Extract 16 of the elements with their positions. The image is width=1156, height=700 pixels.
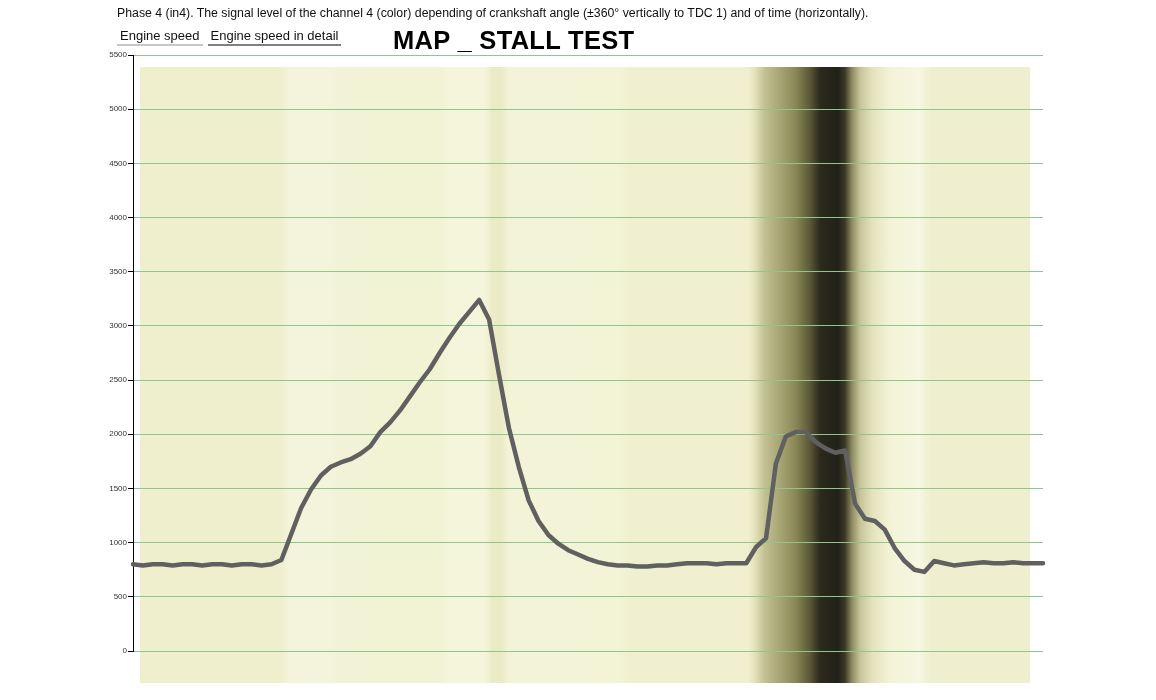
y-tick-label: 3500 bbox=[109, 266, 128, 276]
y-tick-label: 0 bbox=[122, 646, 128, 656]
text: Engine speed in detail bbox=[207, 28, 342, 46]
text: Engine speed bbox=[117, 28, 203, 46]
y-tick-label: 5000 bbox=[109, 104, 128, 114]
y-tick-label: 2000 bbox=[109, 429, 128, 439]
y-tick-label: 4000 bbox=[109, 212, 128, 222]
y-tick-label: 1000 bbox=[109, 537, 128, 547]
y-tick-label: 1500 bbox=[109, 483, 128, 493]
y-tick-label: 2500 bbox=[109, 375, 128, 385]
chart-title: MAP _ STALL TEST bbox=[393, 26, 635, 55]
chart-subtitle: Phase 4 (in4). The signal level of the channel 4 (color) depending of crankshaft angle (±360° vertically to TDC 1) and of time (horizontally). bbox=[117, 6, 869, 20]
y-tick-label: 500 bbox=[113, 592, 128, 602]
y-tick-label: 5500 bbox=[109, 50, 128, 60]
y-tick-label: 3000 bbox=[109, 321, 128, 331]
y-tick-label: 4500 bbox=[109, 158, 128, 168]
